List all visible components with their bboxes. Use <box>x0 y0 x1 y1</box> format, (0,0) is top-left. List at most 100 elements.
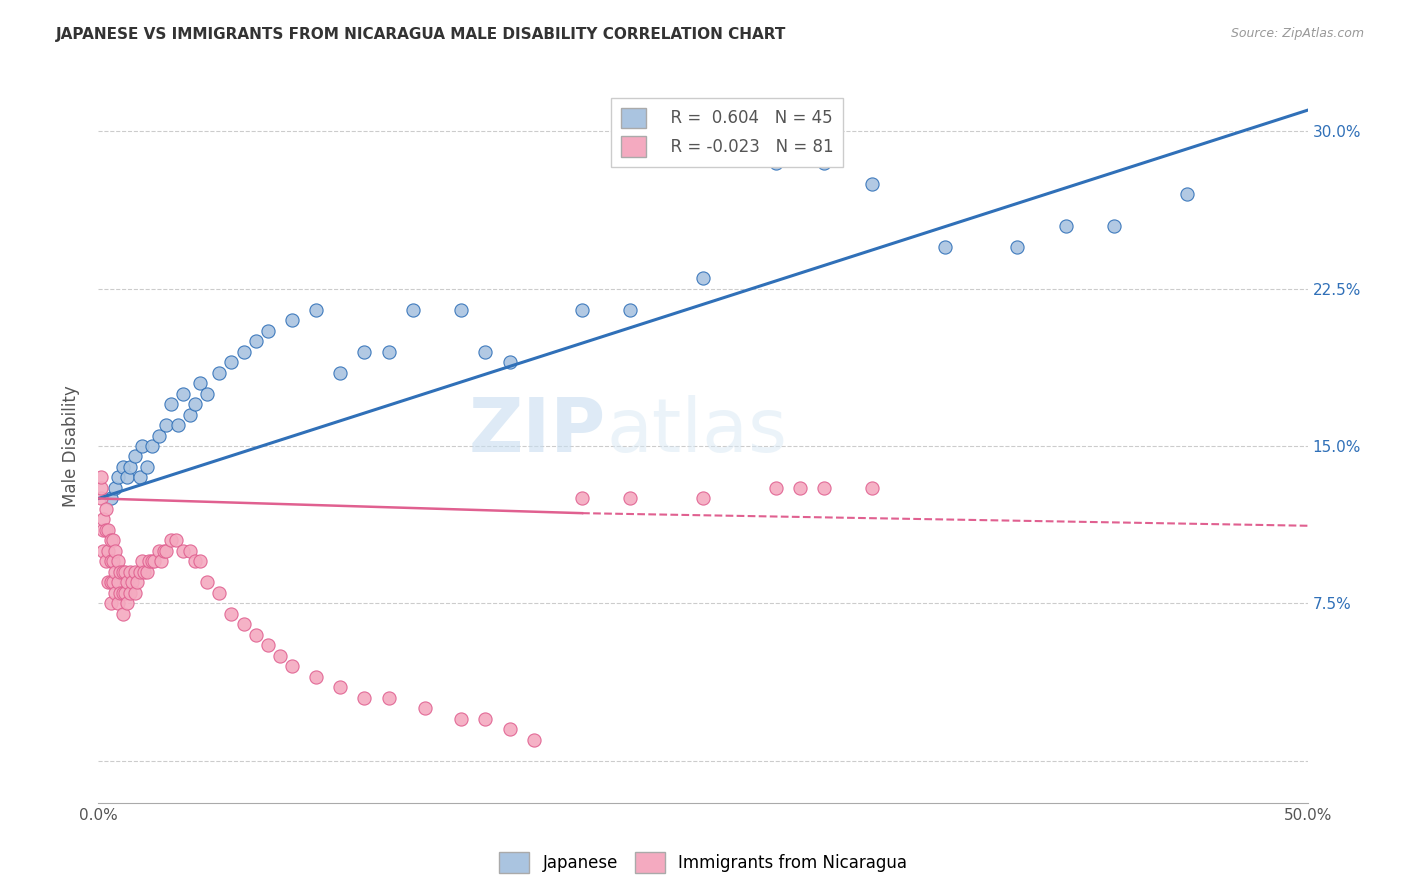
Point <box>245 334 267 348</box>
Point <box>1054 219 1077 233</box>
Point <box>114 565 136 579</box>
Point <box>148 428 170 442</box>
Point <box>111 607 134 621</box>
Point <box>184 554 207 568</box>
Point <box>1102 219 1125 233</box>
Point <box>152 544 174 558</box>
Point <box>498 723 520 737</box>
Point <box>111 565 134 579</box>
Point <box>97 523 120 537</box>
Point <box>188 376 211 390</box>
Legend: Japanese, Immigrants from Nicaragua: Japanese, Immigrants from Nicaragua <box>492 846 914 880</box>
Point <box>619 491 641 506</box>
Point <box>523 732 546 747</box>
Text: ZIP: ZIP <box>470 395 606 468</box>
Point <box>195 386 218 401</box>
Point <box>353 690 375 705</box>
Point <box>765 155 787 169</box>
Point <box>221 607 243 621</box>
Point <box>143 554 166 568</box>
Point <box>148 544 170 558</box>
Point <box>97 575 120 590</box>
Point <box>165 533 187 548</box>
Point <box>179 544 201 558</box>
Point <box>619 302 641 317</box>
Text: JAPANESE VS IMMIGRANTS FROM NICARAGUA MALE DISABILITY CORRELATION CHART: JAPANESE VS IMMIGRANTS FROM NICARAGUA MA… <box>56 27 786 42</box>
Point <box>281 313 304 327</box>
Point <box>131 439 153 453</box>
Text: atlas: atlas <box>606 395 787 468</box>
Point <box>377 690 399 705</box>
Point <box>1175 187 1198 202</box>
Point <box>107 596 129 610</box>
Point <box>221 355 243 369</box>
Point <box>571 491 593 506</box>
Point <box>100 491 122 506</box>
Point <box>860 481 883 495</box>
Point <box>155 544 177 558</box>
Point <box>160 533 183 548</box>
Point <box>245 628 267 642</box>
Point <box>90 491 112 506</box>
Point <box>118 460 141 475</box>
Point <box>111 586 134 600</box>
Point <box>117 596 139 610</box>
Point <box>131 554 153 568</box>
Point <box>104 586 127 600</box>
Point <box>141 554 163 568</box>
Point <box>450 302 472 317</box>
Point <box>256 639 278 653</box>
Point <box>450 712 472 726</box>
Point <box>208 366 231 380</box>
Point <box>101 575 124 590</box>
Point <box>172 386 194 401</box>
Point <box>91 512 114 526</box>
Point <box>160 397 183 411</box>
Point <box>104 481 127 495</box>
Point <box>91 544 114 558</box>
Point <box>128 565 150 579</box>
Point <box>141 439 163 453</box>
Point <box>107 575 129 590</box>
Point <box>124 450 146 464</box>
Point <box>256 324 278 338</box>
Point <box>100 533 122 548</box>
Point <box>108 586 131 600</box>
Point <box>117 470 139 484</box>
Point <box>108 565 131 579</box>
Point <box>789 481 811 495</box>
Point <box>97 544 120 558</box>
Point <box>1007 239 1029 253</box>
Point <box>100 575 122 590</box>
Point <box>90 481 112 495</box>
Point <box>94 523 117 537</box>
Point <box>571 302 593 317</box>
Point <box>100 554 122 568</box>
Point <box>107 470 129 484</box>
Point <box>188 554 211 568</box>
Point <box>195 575 218 590</box>
Point <box>135 565 157 579</box>
Point <box>124 586 146 600</box>
Point <box>127 575 149 590</box>
Point <box>124 565 146 579</box>
Point <box>692 271 714 285</box>
Point <box>813 155 835 169</box>
Point <box>94 554 117 568</box>
Point <box>179 408 201 422</box>
Point <box>498 355 520 369</box>
Point <box>934 239 956 253</box>
Point <box>101 554 124 568</box>
Point <box>134 565 156 579</box>
Point <box>329 681 352 695</box>
Point <box>104 565 127 579</box>
Point <box>402 302 425 317</box>
Legend:   R =  0.604   N = 45,   R = -0.023   N = 81: R = 0.604 N = 45, R = -0.023 N = 81 <box>612 97 844 167</box>
Point <box>172 544 194 558</box>
Point <box>94 502 117 516</box>
Point <box>474 712 496 726</box>
Point <box>413 701 436 715</box>
Point <box>329 366 352 380</box>
Point <box>117 575 139 590</box>
Point <box>377 344 399 359</box>
